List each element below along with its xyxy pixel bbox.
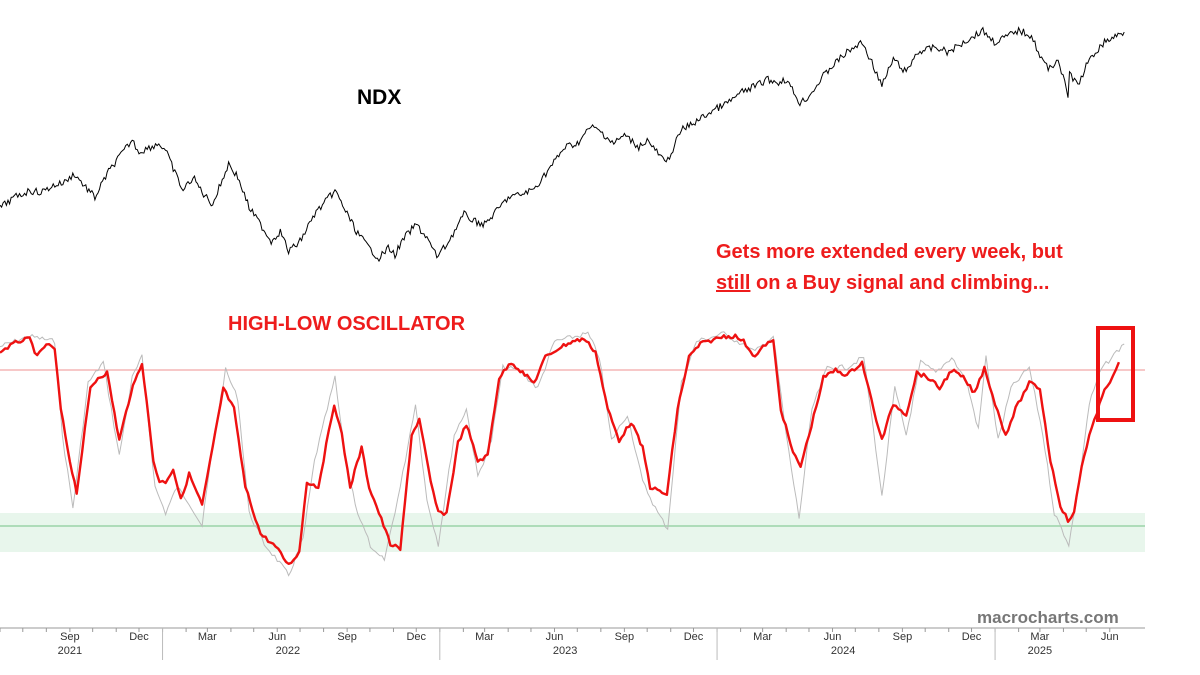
x-tick-label: Jun (1101, 631, 1119, 643)
x-tick-label: Jun (546, 631, 564, 643)
x-tick-label: Mar (1030, 631, 1049, 643)
ndx-title: NDX (357, 86, 402, 109)
oscillator-grey-line (0, 331, 1125, 577)
x-tick-label: Dec (684, 631, 704, 643)
x-tick-label: Sep (615, 631, 635, 643)
oscillator-title: HIGH-LOW OSCILLATOR (228, 313, 466, 335)
x-tick-label: Sep (893, 631, 913, 643)
x-tick-label: Dec (406, 631, 426, 643)
x-axis: Sep Dec Mar Jun Sep Dec Mar Jun Sep Dec Mar Jun Sep D… (0, 627, 1145, 660)
oscillator-lines (0, 331, 1125, 577)
year-label: 2022 (276, 645, 300, 657)
year-label: 2024 (831, 645, 855, 657)
x-tick-label: Jun (268, 631, 286, 643)
x-tick-label: Dec (129, 631, 149, 643)
x-tick-label: Mar (198, 631, 217, 643)
ndx-line (0, 26, 1125, 263)
watermark: macrocharts.com (977, 608, 1119, 627)
x-tick-label: Dec (962, 631, 982, 643)
lower-band (0, 513, 1145, 552)
oscillator-red-line (0, 333, 1121, 565)
x-tick-label: Mar (475, 631, 494, 643)
ndx-price-line (0, 26, 1125, 263)
year-label: 2025 (1028, 645, 1052, 657)
year-label: 2023 (553, 645, 577, 657)
annotation-still: still (716, 272, 751, 294)
oscillator-background (0, 369, 1145, 552)
annotation-line-1: Gets more extended every week, but (716, 241, 1063, 263)
annotation-line-2: still on a Buy signal and climbing... (716, 272, 1049, 295)
highlight-box (1096, 326, 1135, 422)
x-tick-label: Mar (753, 631, 772, 643)
year-label: 2021 (58, 645, 82, 657)
annotation-line-2-rest: on a Buy signal and climbing... (750, 272, 1050, 294)
x-tick-label: Sep (337, 631, 357, 643)
x-tick-label: Sep (60, 631, 80, 643)
x-tick-label: Jun (824, 631, 842, 643)
